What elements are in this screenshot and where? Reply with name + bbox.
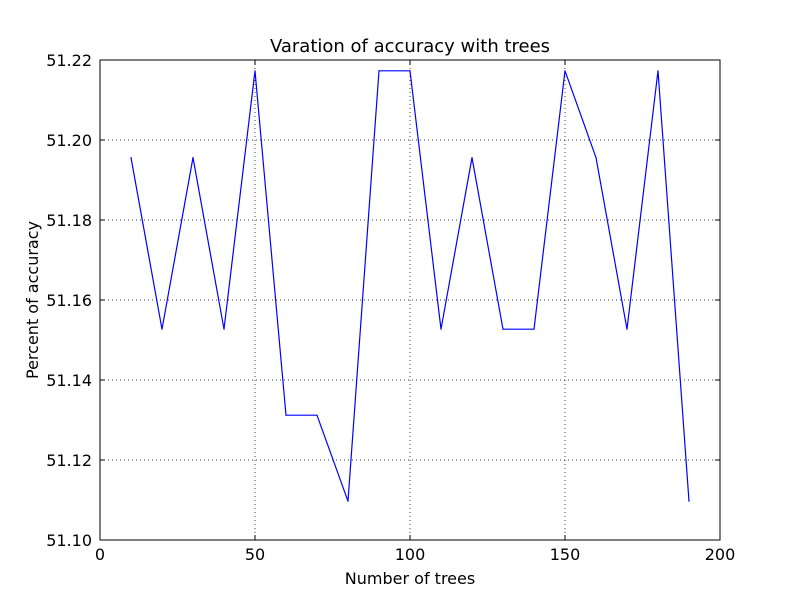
y-tick-label: 51.16	[46, 291, 92, 310]
data-point	[595, 157, 597, 159]
x-tick-label: 200	[705, 545, 736, 564]
data-point	[254, 70, 256, 72]
x-axis-label: Number of trees	[345, 569, 475, 588]
data-point	[533, 328, 535, 330]
data-point	[316, 414, 318, 416]
data-point	[192, 157, 194, 159]
data-point	[285, 414, 287, 416]
y-tick-label: 51.18	[46, 211, 92, 230]
data-point	[440, 328, 442, 330]
data-point	[626, 328, 628, 330]
data-point	[688, 500, 690, 502]
x-tick-label: 150	[550, 545, 581, 564]
data-point	[223, 328, 225, 330]
y-tick-label: 51.20	[46, 131, 92, 150]
data-point	[564, 70, 566, 72]
y-tick-label: 51.12	[46, 451, 92, 470]
data-point	[378, 70, 380, 72]
x-tick-label: 0	[95, 545, 105, 564]
x-tick-label: 50	[245, 545, 265, 564]
y-tick-label: 51.14	[46, 371, 92, 390]
data-point	[471, 157, 473, 159]
ticks: 0 50 100 150 200 51.10 51.12 51.14 51.16 51.18 51.…	[46, 51, 735, 564]
series-layer	[130, 70, 690, 502]
data-point	[161, 328, 163, 330]
chart-title: Varation of accuracy with trees	[270, 36, 550, 57]
data-point	[657, 70, 659, 72]
x-tick-label: 100	[395, 545, 426, 564]
data-point	[502, 328, 504, 330]
y-tick-label: 51.22	[46, 51, 92, 70]
data-point	[347, 500, 349, 502]
data-point	[130, 157, 132, 159]
data-point	[409, 70, 411, 72]
y-tick-label: 51.10	[46, 531, 92, 550]
y-axis-label: Percent of accuracy	[23, 221, 42, 379]
